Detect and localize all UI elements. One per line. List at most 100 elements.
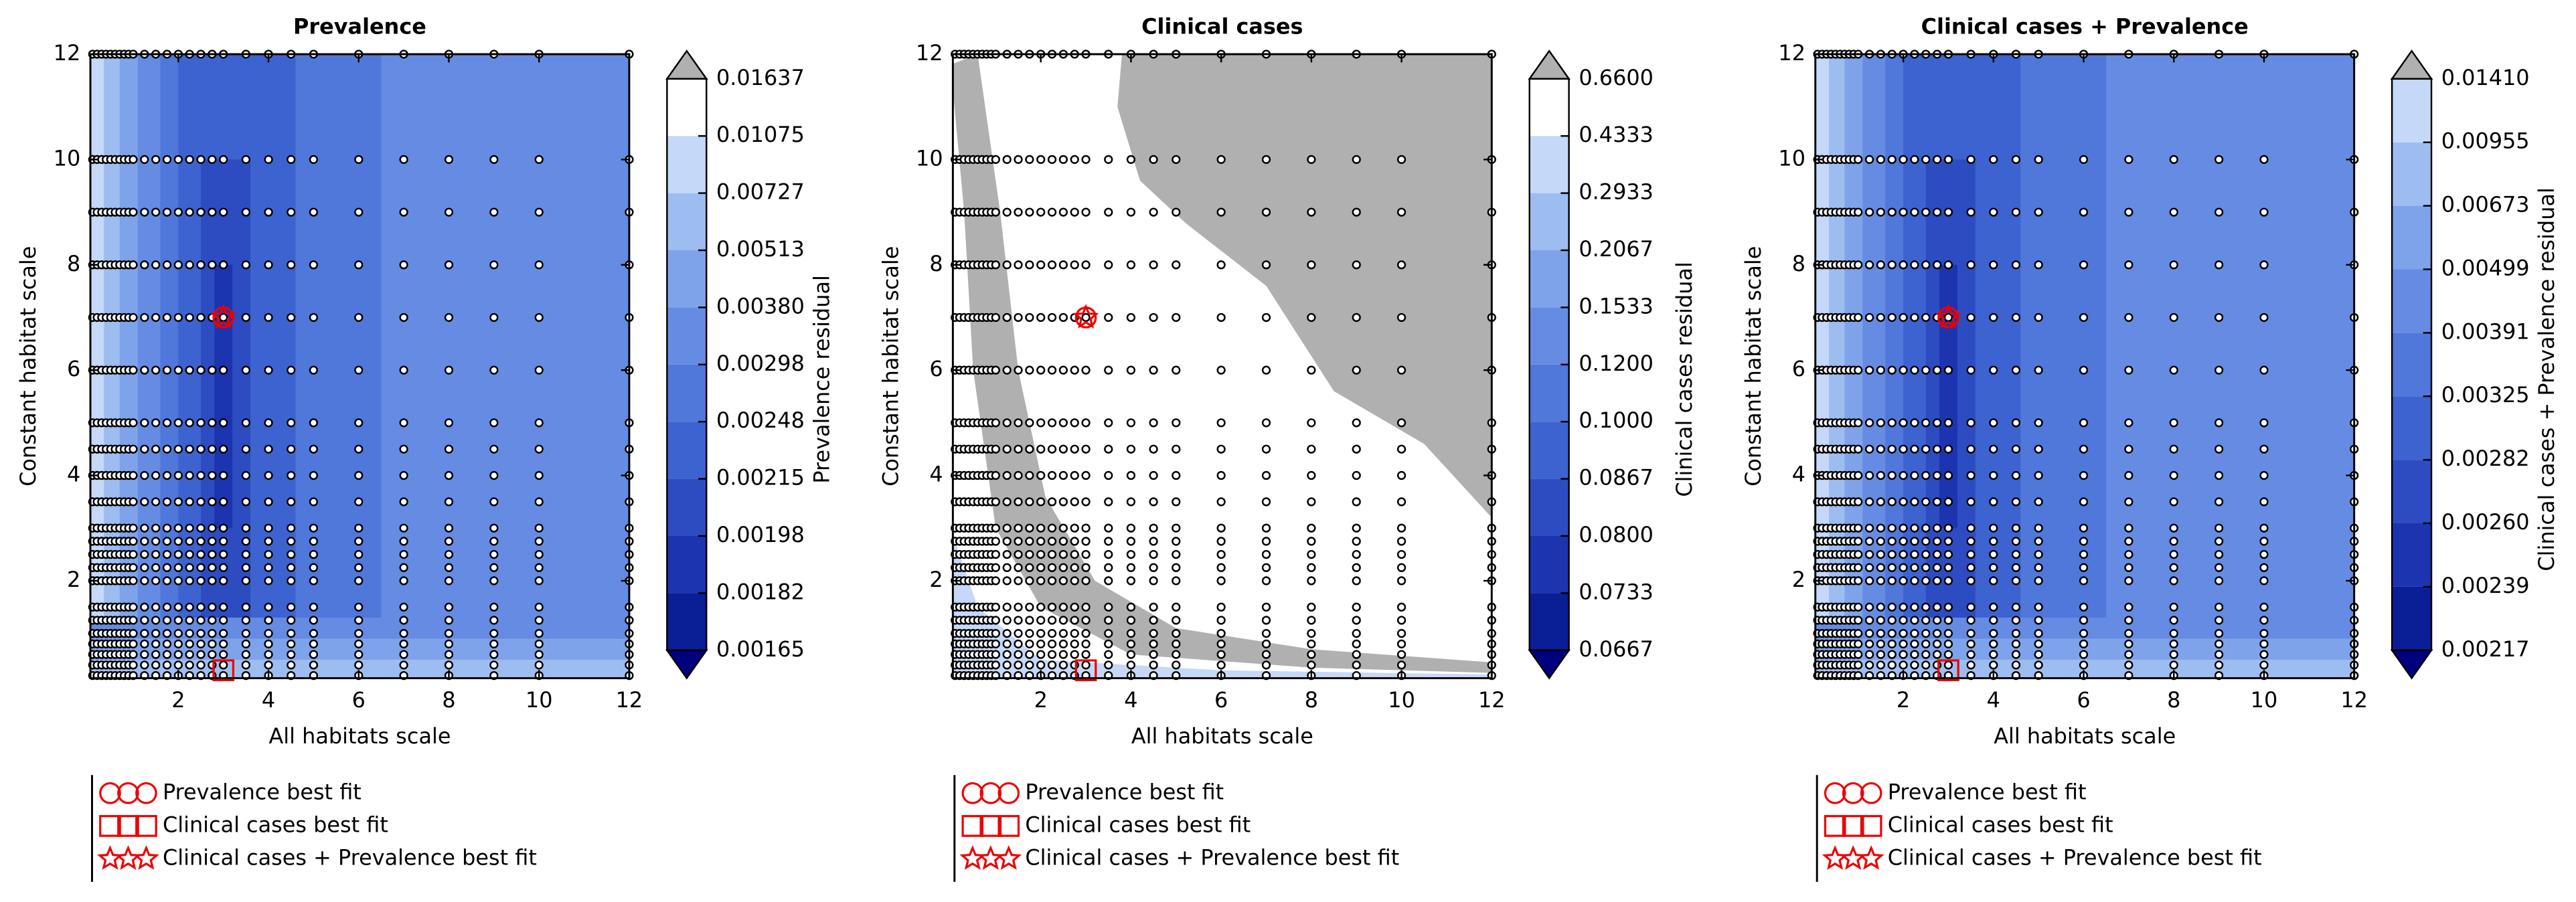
sample-point <box>444 312 454 323</box>
sample-point <box>1943 365 1953 375</box>
sample-point <box>444 470 454 480</box>
sample-point <box>1899 470 1908 480</box>
sample-point <box>208 260 217 270</box>
sample-point <box>1149 660 1158 670</box>
sample-point <box>2079 155 2089 164</box>
sample-point <box>2011 418 2021 428</box>
sample-point <box>151 660 161 670</box>
sample-point <box>1172 444 1181 454</box>
sample-point <box>2169 537 2178 546</box>
marker-circle <box>135 782 157 804</box>
sample-point <box>489 497 499 507</box>
sample-point <box>1307 537 1316 546</box>
sample-point <box>1932 418 1942 428</box>
sample-point <box>1081 418 1091 428</box>
sample-point <box>1352 155 1361 164</box>
sample-point <box>185 602 194 612</box>
sample-point <box>1014 537 1023 546</box>
sample-point <box>2079 444 2089 454</box>
sample-point <box>162 650 172 659</box>
sample-point <box>991 418 1000 428</box>
sample-point <box>2011 616 2021 625</box>
sample-point <box>1943 312 1953 323</box>
sample-point <box>1307 602 1316 612</box>
sample-point <box>1352 418 1361 428</box>
sample-point <box>2214 628 2224 638</box>
sample-point <box>2169 155 2178 164</box>
sample-point <box>1966 628 1976 638</box>
sample-point <box>1058 563 1068 572</box>
legend-label: Prevalence best fit <box>163 779 361 804</box>
sample-point <box>1047 312 1057 323</box>
sample-point <box>1058 260 1068 270</box>
sample-point <box>151 444 161 454</box>
sample-point <box>399 312 408 323</box>
sample-point <box>489 523 499 533</box>
sample-point <box>1036 537 1046 546</box>
sample-point <box>2214 660 2224 670</box>
sample-point <box>2034 602 2043 612</box>
sample-point <box>309 418 319 428</box>
sample-point <box>1921 660 1931 670</box>
sample-point <box>1261 537 1271 546</box>
sample-point <box>1261 628 1271 638</box>
sample-point <box>2124 602 2134 612</box>
sample-point <box>2079 365 2089 375</box>
sample-point <box>208 470 217 480</box>
sample-point <box>1047 563 1057 572</box>
colorbar-band <box>1529 593 1569 650</box>
sample-point <box>1943 155 1953 164</box>
sample-point <box>1989 660 1998 670</box>
sample-point <box>1047 549 1057 559</box>
sample-point <box>140 602 149 612</box>
sample-point <box>1989 523 1998 533</box>
sample-point <box>991 639 1000 648</box>
sample-point <box>1887 418 1897 428</box>
sample-point <box>534 549 544 559</box>
sample-point <box>1352 444 1361 454</box>
sample-point <box>1025 628 1034 638</box>
sample-point <box>173 155 183 164</box>
sample-point <box>264 312 273 323</box>
sample-point <box>1854 497 1863 507</box>
colorbar-tick-label: 0.0733 <box>1579 579 1654 604</box>
sample-point <box>1216 660 1226 670</box>
sample-point <box>1025 497 1034 507</box>
y-tick-label: 8 <box>929 251 943 276</box>
sample-point <box>1002 616 1012 625</box>
sample-point <box>2034 650 2043 659</box>
y-tick-label: 10 <box>916 145 943 171</box>
sample-point <box>354 576 364 585</box>
sample-point <box>2124 260 2134 270</box>
sample-point <box>1058 207 1068 217</box>
sample-point <box>354 470 364 480</box>
x-tick-label: 12 <box>2340 687 2368 713</box>
x-axis-label: All habitats scale <box>1131 723 1313 749</box>
sample-point <box>1989 260 1998 270</box>
sample-point <box>2034 418 2043 428</box>
colorbar-tick-label: 0.0867 <box>1579 465 1654 490</box>
sample-point <box>173 602 183 612</box>
sample-point <box>1910 563 1919 572</box>
sample-point <box>1921 365 1931 375</box>
sample-point <box>129 312 138 323</box>
sample-point <box>2124 497 2134 507</box>
y-tick-label: 10 <box>54 145 81 171</box>
sample-point <box>2259 616 2269 625</box>
sample-point <box>1070 470 1079 480</box>
sample-point <box>151 260 161 270</box>
sample-point <box>208 660 217 670</box>
sample-point <box>2259 576 2269 585</box>
sample-point <box>219 639 228 648</box>
sample-point <box>1081 260 1091 270</box>
sample-point <box>1307 660 1316 670</box>
marker-square <box>1937 659 1959 682</box>
sample-point <box>991 576 1000 585</box>
sample-point <box>1126 365 1136 375</box>
sample-point <box>991 365 1000 375</box>
sample-point <box>1036 602 1046 612</box>
sample-point <box>1036 312 1046 323</box>
sample-point <box>1854 576 1863 585</box>
marker-star <box>995 845 1022 870</box>
sample-point <box>2034 537 2043 546</box>
